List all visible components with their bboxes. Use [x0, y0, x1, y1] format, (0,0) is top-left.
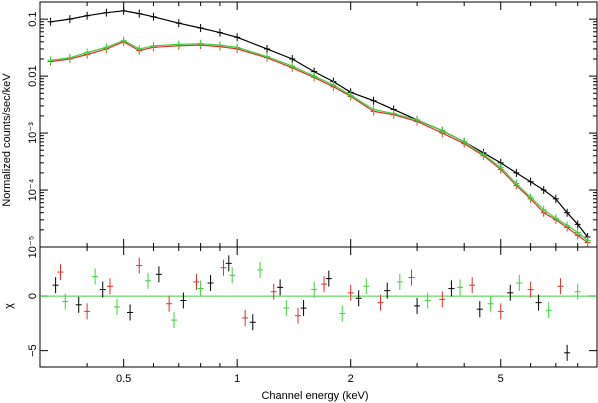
x-tick-label: 1 — [234, 373, 240, 385]
spectrum-series-0 — [47, 6, 591, 241]
y-axis-label-bottom: χ — [3, 303, 15, 309]
plot-frame — [39, 246, 598, 368]
model-line-0 — [50, 10, 589, 238]
model-line-2 — [50, 39, 588, 241]
x-tick-label: 2 — [348, 373, 354, 385]
y-tick-label: 10⁻³ — [27, 122, 39, 144]
x-axis-label: Channel energy (keV) — [261, 390, 368, 402]
spectrum-series-2 — [47, 36, 591, 245]
y-tick-label: 10⁻⁴ — [27, 178, 39, 201]
residual-series-2 — [62, 261, 581, 329]
residual-panel: 0.5 1 2 5 −5 0 — [27, 246, 598, 385]
model-line-1 — [50, 41, 588, 243]
residual-series-0 — [52, 255, 571, 361]
y-axis-label-top: Normalized counts/sec/keV — [1, 73, 13, 207]
x-tick-label: 0.5 — [116, 373, 131, 385]
spectrum-panel: 0.1 0.01 10⁻³ 10⁻⁴ 10⁻⁵ — [27, 1, 598, 259]
y-tick-label: 0.1 — [27, 11, 39, 26]
y-tick-label: 0 — [27, 293, 39, 299]
spectrum-series-1 — [47, 37, 591, 247]
y-tick-label: 10⁻⁵ — [27, 236, 39, 259]
residual-series-1 — [57, 257, 564, 326]
y-tick-label: 0.01 — [27, 65, 39, 86]
x-tick-label: 5 — [498, 373, 504, 385]
y-tick-label: −5 — [27, 344, 39, 357]
